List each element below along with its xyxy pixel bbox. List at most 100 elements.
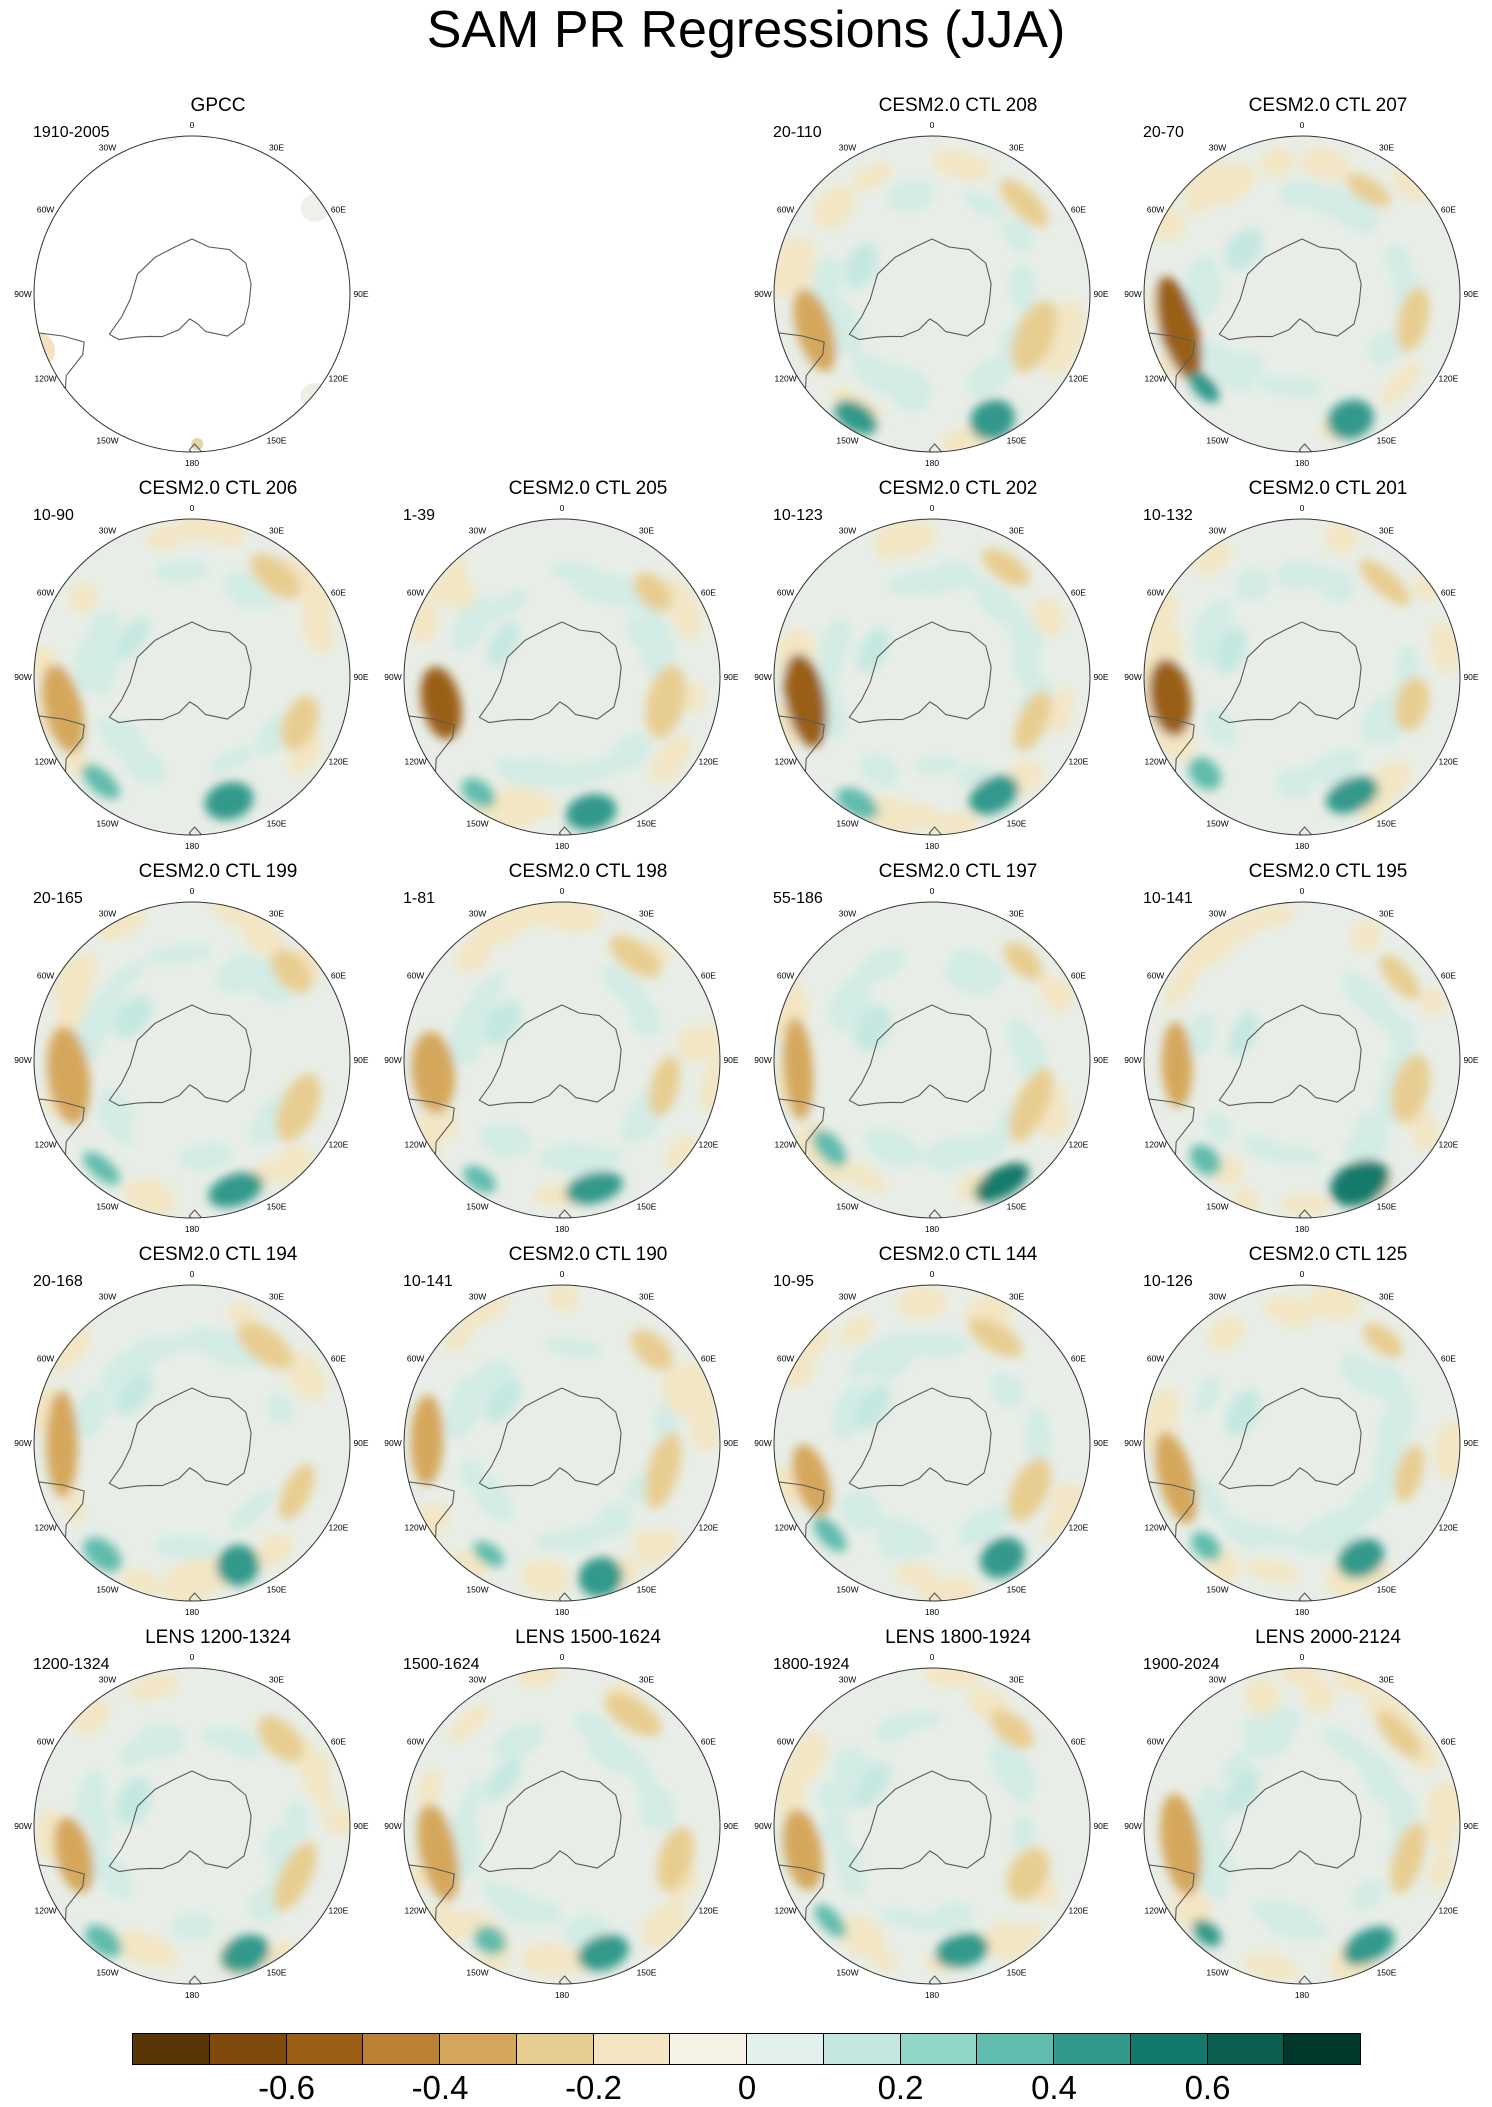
longitude-label: 30W xyxy=(1209,143,1226,153)
longitude-label: 30W xyxy=(839,143,856,153)
longitude-label: 30W xyxy=(839,1675,856,1685)
longitude-label: 30E xyxy=(1379,909,1394,919)
polar-stereographic-map: 0 30E 60E 90E 120E 150E 180 150W 120W 90W 60W 30W xyxy=(754,1652,1109,2000)
longitude-label: 150W xyxy=(836,1201,858,1211)
longitude-label: 0 xyxy=(1300,886,1305,896)
polar-stereographic-map: 0 30E 60E 90E 120E 150E 180 150W 120W 90W 60W 30W xyxy=(1124,1269,1479,1617)
longitude-label: 90E xyxy=(1463,1055,1478,1065)
longitude-label: 30W xyxy=(1209,526,1226,536)
longitude-label: 90E xyxy=(353,1438,368,1448)
longitude-label: 150W xyxy=(1206,1201,1228,1211)
longitude-label: 30E xyxy=(269,143,284,153)
longitude-label: 30E xyxy=(1009,1292,1024,1302)
panel-title: CESM2.0 CTL 208 xyxy=(878,95,1038,116)
longitude-label: 150E xyxy=(1377,435,1397,445)
polar-stereographic-map: 0 30E 60E 90E 120E 150E 180 150W 120W 90W 60W 30W xyxy=(384,1269,739,1617)
colorbar-swatch xyxy=(439,2033,517,2065)
longitude-label: 90W xyxy=(754,289,771,299)
map-panel: CESM2.0 CTL 195 10-141 0 30E 60E 90E 120E 150E 1… xyxy=(1124,861,1492,1236)
longitude-label: 180 xyxy=(185,1224,199,1234)
map-field xyxy=(34,136,350,452)
longitude-label: 120W xyxy=(404,1140,426,1150)
longitude-label: 180 xyxy=(925,841,939,851)
longitude-label: 120E xyxy=(698,1523,718,1533)
map-panel: CESM2.0 CTL 206 10-90 0 30E 60E 90E 120E 150E 18… xyxy=(14,478,403,853)
longitude-label: 90E xyxy=(1463,1438,1478,1448)
longitude-label: 150E xyxy=(1007,1201,1027,1211)
longitude-label: 30E xyxy=(269,1675,284,1685)
longitude-label: 90W xyxy=(384,1055,401,1065)
colorbar-tick-label: -0.2 xyxy=(565,2069,622,2106)
longitude-label: 180 xyxy=(1295,1990,1309,2000)
longitude-label: 150W xyxy=(836,435,858,445)
longitude-label: 150W xyxy=(836,1967,858,1977)
longitude-label: 60W xyxy=(1147,205,1164,215)
longitude-label: 0 xyxy=(1300,1652,1305,1662)
polar-stereographic-map: 0 30E 60E 90E 120E 150E 180 150W 120W 90W 60W 30W xyxy=(1124,120,1479,468)
longitude-label: 0 xyxy=(930,503,935,513)
longitude-label: 90E xyxy=(723,1438,738,1448)
colorbar-tick-label: -0.4 xyxy=(411,2069,469,2106)
panel-period-label: 55-186 xyxy=(773,890,823,907)
longitude-label: 180 xyxy=(925,1607,939,1617)
map-field xyxy=(774,1668,1090,1984)
longitude-label: 90W xyxy=(754,1438,771,1448)
longitude-label: 90W xyxy=(1124,1055,1141,1065)
longitude-label: 90E xyxy=(723,672,738,682)
longitude-label: 150E xyxy=(267,1967,287,1977)
longitude-label: 90W xyxy=(754,672,771,682)
colorbar-swatch xyxy=(1053,2033,1131,2065)
regression-field xyxy=(774,519,1074,835)
longitude-label: 30E xyxy=(269,1292,284,1302)
longitude-label: 120E xyxy=(1438,1906,1458,1916)
map-boundary xyxy=(403,901,721,1219)
longitude-label: 60E xyxy=(1441,588,1456,598)
map-panel: CESM2.0 CTL 194 20-168 0 30E 60E 90E 120E 150E 1… xyxy=(14,1244,403,1619)
map-boundary xyxy=(403,518,721,836)
regression-field xyxy=(35,1673,350,1977)
panel-title: CESM2.0 CTL 199 xyxy=(138,861,298,882)
panel-period-label: 10-95 xyxy=(773,1273,814,1290)
longitude-label: 150E xyxy=(1377,818,1397,828)
longitude-label: 120E xyxy=(1438,1140,1458,1150)
longitude-label: 150W xyxy=(466,1201,488,1211)
longitude-label: 180 xyxy=(555,1607,569,1617)
longitude-label: 90E xyxy=(353,672,368,682)
longitude-label: 120W xyxy=(404,1906,426,1916)
longitude-label: 30E xyxy=(639,909,654,919)
longitude-label: 60E xyxy=(701,588,716,598)
colorbar-swatch xyxy=(746,2033,824,2065)
longitude-label: 180 xyxy=(1295,1607,1309,1617)
panel-title: CESM2.0 CTL 194 xyxy=(138,1244,298,1265)
map-panel: LENS 2000-2124 1900-2024 0 30E 60E 90E 120E 150… xyxy=(1124,1627,1492,2002)
colorbar-swatch xyxy=(208,2033,287,2065)
longitude-label: 60E xyxy=(1441,1354,1456,1364)
panel-title: CESM2.0 CTL 198 xyxy=(508,861,668,882)
polar-stereographic-map: 0 30E 60E 90E 120E 150E 180 150W 120W 90W 60W 30W xyxy=(14,886,369,1234)
polar-stereographic-map: 0 30E 60E 90E 120E 150E 180 150W 120W 90W 60W 30W xyxy=(1124,1652,1479,2000)
longitude-label: 150W xyxy=(96,1967,118,1977)
longitude-label: 180 xyxy=(1295,458,1309,468)
regression-field xyxy=(775,1668,1059,1973)
longitude-label: 150W xyxy=(1206,435,1228,445)
longitude-label: 120E xyxy=(1068,1906,1088,1916)
longitude-label: 60W xyxy=(777,971,794,981)
longitude-label: 90W xyxy=(754,1821,771,1831)
panel-period-label: 10-90 xyxy=(33,507,74,524)
longitude-label: 90E xyxy=(353,1821,368,1831)
longitude-label: 30W xyxy=(839,1292,856,1302)
longitude-label: 180 xyxy=(1295,841,1309,851)
longitude-label: 120W xyxy=(774,374,796,384)
longitude-label: 150E xyxy=(1377,1967,1397,1977)
longitude-label: 180 xyxy=(185,1607,199,1617)
map-field xyxy=(1144,136,1460,452)
map-panel: CESM2.0 CTL 208 20-110 0 30E 60E 90E 120E 150E 1… xyxy=(754,95,1143,470)
longitude-label: 150W xyxy=(836,818,858,828)
longitude-label: 0 xyxy=(1300,503,1305,513)
map-boundary xyxy=(33,1667,351,1985)
panel-period-label: 10-126 xyxy=(1143,1273,1193,1290)
colorbar-swatch xyxy=(976,2033,1054,2065)
longitude-label: 150E xyxy=(267,435,287,445)
longitude-label: 60W xyxy=(37,588,54,598)
map-boundary xyxy=(403,1284,721,1602)
